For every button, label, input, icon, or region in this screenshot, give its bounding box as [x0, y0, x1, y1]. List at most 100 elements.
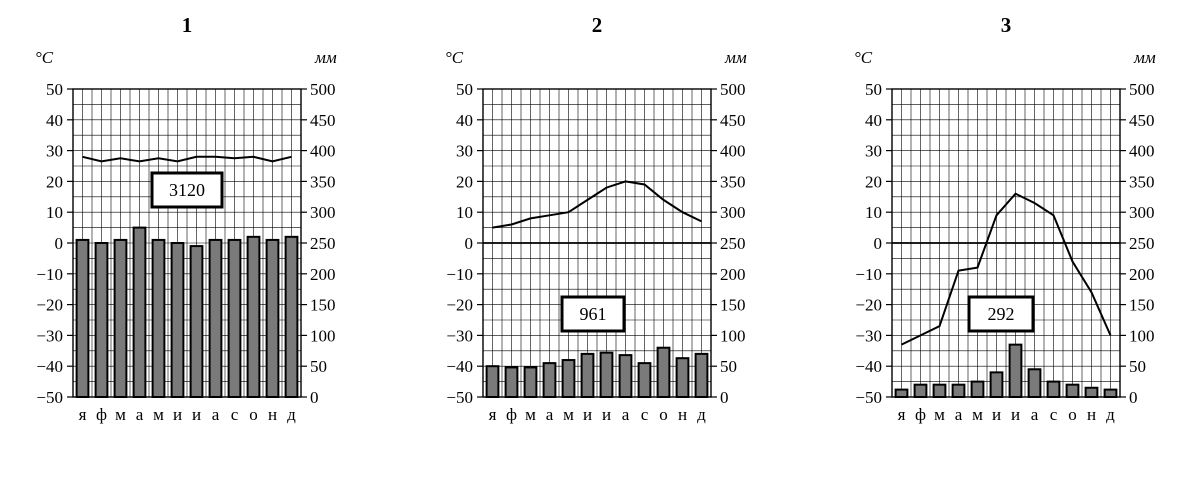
precipitation-unit: мм [314, 48, 337, 67]
temperature-unit: °C [35, 48, 54, 67]
precipitation-bar [913, 383, 928, 398]
precipitation-tick-label: 250 [1129, 234, 1155, 253]
temperature-tick-label: −50 [855, 388, 882, 407]
precipitation-tick-label: 0 [310, 388, 319, 407]
precipitation-tick-label: 350 [1129, 172, 1155, 191]
precipitation-bar [656, 346, 671, 398]
precipitation-tick-label: 500 [720, 80, 746, 99]
temperature-tick-label: 30 [46, 142, 63, 161]
temperature-tick-label: −30 [446, 326, 473, 345]
precipitation-tick-label: 450 [720, 111, 746, 130]
month-label: а [622, 405, 630, 424]
month-label: м [563, 405, 574, 424]
month-label: с [641, 405, 649, 424]
precipitation-tick-label: 500 [310, 80, 336, 99]
temperature-tick-label: 40 [456, 111, 473, 130]
temperature-tick-label: 40 [46, 111, 63, 130]
annual-precipitation-box [150, 171, 224, 209]
precipitation-bar [265, 238, 280, 398]
month-label: н [678, 405, 687, 424]
precipitation-bar [208, 238, 223, 398]
precipitation-bar [894, 388, 909, 399]
temperature-tick-label: −20 [36, 296, 63, 315]
precipitation-bar [151, 238, 166, 398]
precipitation-tick-label: 350 [310, 172, 336, 191]
month-label: н [268, 405, 277, 424]
annual-precipitation-box [967, 295, 1035, 333]
month-label: м [934, 405, 945, 424]
precipitation-tick-label: 300 [720, 203, 746, 222]
precipitation-bar [170, 242, 185, 398]
temperature-tick-label: 10 [46, 203, 63, 222]
temperature-tick-label: 0 [465, 234, 474, 253]
precipitation-bar [694, 352, 709, 399]
precipitation-tick-label: 100 [310, 326, 336, 345]
precipitation-tick-label: 50 [310, 357, 327, 376]
precipitation-tick-label: 100 [1129, 326, 1155, 345]
month-label: м [153, 405, 164, 424]
precipitation-unit: мм [1133, 48, 1156, 67]
precipitation-bar [113, 238, 128, 398]
month-label: ф [506, 405, 517, 424]
precipitation-bar [189, 245, 204, 398]
temperature-unit: °C [445, 48, 464, 67]
month-label: а [1031, 405, 1039, 424]
precipitation-bar [599, 351, 614, 399]
temperature-line [492, 180, 702, 229]
annual-precipitation-box [560, 295, 626, 333]
precipitation-tick-label: 50 [1129, 357, 1146, 376]
precipitation-tick-label: 0 [720, 388, 729, 407]
temperature-unit: °C [854, 48, 873, 67]
month-label: а [212, 405, 220, 424]
precipitation-tick-label: 150 [310, 296, 336, 315]
precipitation-tick-label: 200 [720, 265, 746, 284]
precipitation-bar [504, 366, 519, 399]
chart-title: 1 [182, 13, 193, 37]
annual-precipitation-label: 3120 [169, 180, 205, 200]
precipitation-tick-label: 300 [310, 203, 336, 222]
month-label: д [287, 405, 296, 424]
month-label: м [525, 405, 536, 424]
month-label: а [546, 405, 554, 424]
temperature-tick-label: 20 [46, 172, 63, 191]
precipitation-tick-label: 150 [720, 296, 746, 315]
precipitation-bar [1084, 386, 1099, 399]
month-label: о [1068, 405, 1077, 424]
temperature-tick-label: 20 [865, 172, 882, 191]
temperature-tick-label: 50 [865, 80, 882, 99]
temperature-line [901, 192, 1112, 346]
precipitation-bar [618, 354, 633, 398]
month-label: и [173, 405, 182, 424]
month-label: я [898, 405, 906, 424]
month-label: о [249, 405, 258, 424]
precipitation-bar [951, 383, 966, 398]
precipitation-bar [1008, 343, 1023, 399]
month-label: и [1011, 405, 1020, 424]
temperature-tick-label: 50 [456, 80, 473, 99]
precipitation-bar [246, 235, 261, 398]
precipitation-tick-label: 400 [310, 142, 336, 161]
precipitation-tick-label: 500 [1129, 80, 1155, 99]
temperature-tick-label: −30 [855, 326, 882, 345]
month-label: м [115, 405, 126, 424]
temperature-tick-label: 50 [46, 80, 63, 99]
annual-precipitation-label: 292 [988, 304, 1015, 324]
temperature-tick-label: 10 [456, 203, 473, 222]
precipitation-bar [970, 380, 985, 399]
precipitation-bar [675, 357, 690, 398]
temperature-tick-label: −40 [36, 357, 63, 376]
precipitation-tick-label: 400 [1129, 142, 1155, 161]
temperature-tick-label: 30 [456, 142, 473, 161]
precipitation-tick-label: 450 [310, 111, 336, 130]
temperature-tick-label: −50 [36, 388, 63, 407]
precipitation-tick-label: 300 [1129, 203, 1155, 222]
month-label: ф [915, 405, 926, 424]
precipitation-bar [284, 235, 299, 398]
temperature-tick-label: −10 [36, 265, 63, 284]
precipitation-bar [75, 238, 90, 398]
precipitation-bar [227, 238, 242, 398]
precipitation-bar [580, 352, 595, 399]
